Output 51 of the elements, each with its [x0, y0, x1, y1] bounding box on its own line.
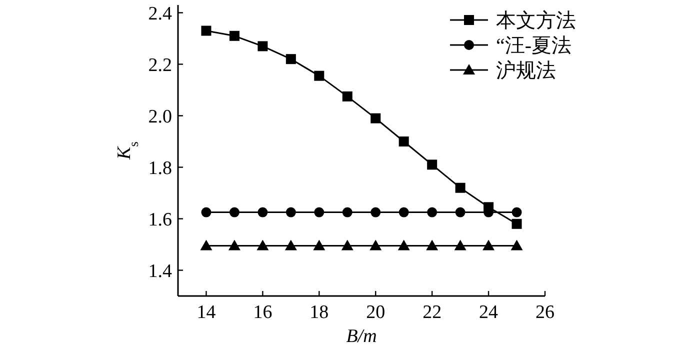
y-tick-label: 2.2: [148, 55, 172, 76]
point: [370, 240, 382, 250]
point: [370, 113, 381, 124]
point: [286, 54, 296, 64]
point: [284, 240, 297, 250]
point: [201, 207, 212, 218]
point: [342, 91, 352, 102]
point: [258, 207, 268, 218]
point: [427, 160, 438, 170]
point: [286, 207, 296, 218]
point: [256, 240, 269, 250]
point: [512, 207, 522, 218]
point: [314, 70, 324, 81]
point: [455, 182, 466, 193]
point: [427, 207, 438, 218]
point: [482, 240, 495, 250]
point: [341, 240, 354, 250]
x-tick-label: 20: [366, 302, 386, 323]
point: [201, 26, 212, 36]
y-tick-label: 1.4: [148, 261, 172, 282]
point: [258, 41, 268, 52]
point: [426, 240, 438, 250]
point: [512, 218, 522, 229]
legend-label: “汪-夏法: [496, 35, 572, 57]
legend-label: 沪规法: [496, 59, 556, 82]
point: [342, 207, 352, 218]
x-tick-label: 16: [253, 302, 272, 323]
x-tick-label: 18: [310, 302, 329, 323]
point: [398, 136, 409, 146]
y-tick-label: 1.6: [148, 210, 172, 231]
y-tick-label: 2.0: [148, 106, 172, 128]
point: [454, 240, 466, 250]
point: [228, 240, 240, 250]
x-tick-label: 26: [536, 302, 554, 323]
point: [398, 207, 409, 218]
y-tick-label: 2.4: [148, 4, 172, 25]
point: [229, 207, 240, 218]
point: [455, 207, 466, 218]
legend-label: 本文方法: [496, 9, 576, 32]
x-tick-label: 14: [196, 302, 216, 323]
x-axis-title: B/m: [346, 326, 377, 347]
point: [510, 240, 523, 250]
point: [200, 240, 212, 250]
point: [314, 207, 324, 218]
x-tick-label: 24: [479, 302, 499, 323]
point: [229, 30, 240, 41]
y-tick-label: 1.8: [148, 158, 172, 180]
x-tick-label: 22: [422, 302, 442, 323]
point: [370, 207, 381, 218]
point: [398, 240, 410, 250]
point: [313, 240, 326, 250]
